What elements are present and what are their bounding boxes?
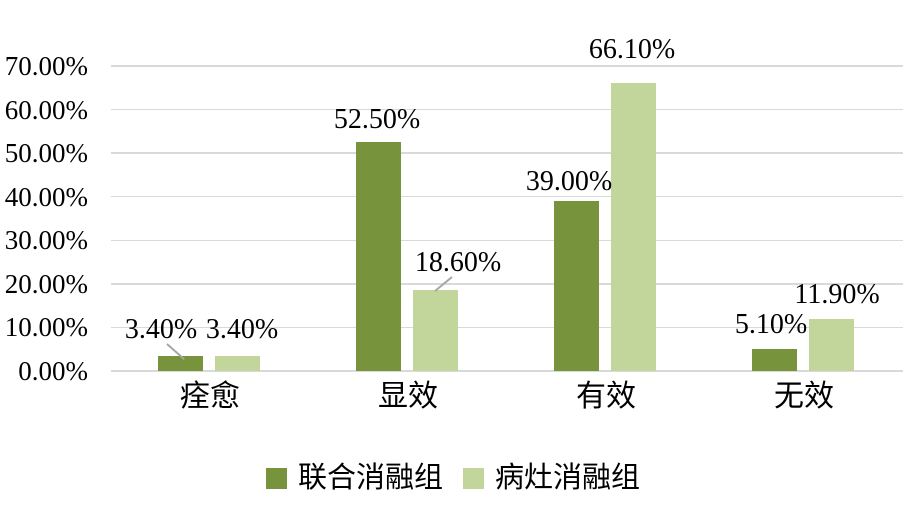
legend-color-swatch — [463, 468, 484, 489]
bar-series2-痊愈 — [215, 356, 260, 371]
bar-series1-无效 — [752, 348, 797, 371]
x-axis-category-label: 痊愈 — [180, 380, 240, 413]
x-axis-category-label: 显效 — [378, 380, 438, 413]
data-label: 3.40% — [205, 314, 279, 345]
legend-color-swatch — [265, 468, 287, 489]
gridline — [111, 283, 903, 285]
bar-series2-无效 — [809, 319, 854, 371]
data-label: 66.10% — [588, 34, 676, 65]
y-axis-tick-label: 0.00% — [18, 356, 88, 386]
bar-series1-有效 — [554, 201, 599, 371]
y-axis-tick-label: 10.00% — [4, 312, 88, 343]
gridline — [111, 326, 903, 329]
x-axis-category-label: 无效 — [774, 380, 834, 413]
bar-series1-显效 — [356, 142, 401, 371]
y-axis-tick-label: 60.00% — [4, 94, 88, 125]
y-axis-tick-label: 20.00% — [4, 268, 88, 299]
y-axis-tick-label: 40.00% — [4, 181, 88, 212]
gridline — [111, 370, 903, 372]
data-label: 39.00% — [525, 166, 613, 197]
gridline — [111, 65, 903, 67]
bar-series2-有效 — [611, 82, 656, 371]
y-axis-tick-label: 70.00% — [4, 51, 88, 81]
data-label: 11.90% — [794, 279, 880, 310]
legend-series-label: 病灶消融组 — [495, 462, 641, 494]
gridline — [111, 108, 903, 111]
data-label: 52.50% — [333, 104, 421, 135]
data-label: 5.10% — [734, 309, 808, 340]
gridline — [111, 152, 903, 154]
bar-series1-痊愈 — [158, 356, 203, 371]
y-axis-tick-label: 50.00% — [4, 138, 88, 169]
legend-series-label: 联合消融组 — [297, 462, 443, 494]
legend-item: 病灶消融组 — [463, 463, 640, 494]
legend-item: 联合消融组 — [265, 462, 443, 494]
gridline — [111, 195, 903, 198]
data-label: 18.60% — [414, 247, 502, 278]
data-label: 3.40% — [124, 314, 198, 345]
gridline — [111, 239, 903, 242]
y-axis-tick-label: 30.00% — [4, 225, 88, 256]
bar-series2-显效 — [413, 289, 458, 371]
legend: 联合消融组 病灶消融组 — [0, 463, 906, 494]
x-axis-category-label: 有效 — [576, 380, 636, 413]
